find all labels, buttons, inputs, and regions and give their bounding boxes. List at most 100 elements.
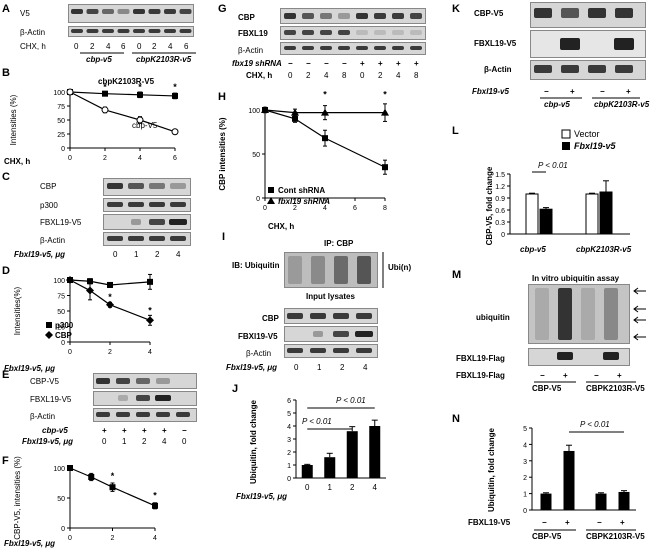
lane-label: 2: [90, 42, 95, 51]
legend-marker: [268, 187, 274, 193]
blot-band: [170, 202, 186, 207]
blot-band: [313, 331, 323, 337]
blot-band: [560, 38, 580, 50]
blot-band: [169, 219, 187, 225]
lane-label: 2: [340, 363, 345, 372]
panel-f-letter: F: [2, 455, 9, 467]
legend-marker: [45, 331, 53, 339]
y-tick-label: 1.5: [495, 172, 505, 179]
significance-star: *: [383, 90, 387, 100]
row-mark: 2: [378, 71, 383, 80]
x-tick-label: 0: [68, 349, 72, 356]
y-tick-label: 100: [53, 466, 65, 473]
panel-a-condition-label: CHX, h: [20, 42, 46, 51]
row-mark: 1: [122, 437, 127, 446]
lane-label: 0: [113, 250, 118, 259]
panel-a-letter: A: [2, 3, 10, 15]
legend-marker: [267, 197, 275, 204]
row-mark: 2: [142, 437, 147, 446]
blot-band: [320, 46, 332, 50]
blot-band: [333, 313, 349, 319]
panel-h-letter: H: [218, 91, 226, 103]
blot-band: [392, 46, 404, 50]
blot-label: FBXL19-V5: [40, 218, 82, 227]
blot-band: [96, 412, 110, 417]
row-label: Fbxl19-v5: [472, 87, 509, 96]
blot-band: [116, 378, 130, 384]
row-mark: +: [378, 59, 383, 68]
y-tick-label: 75: [57, 104, 65, 111]
blot-band: [136, 378, 150, 384]
y-tick-label: 4: [287, 424, 291, 431]
y-tick-label: 100: [53, 90, 65, 97]
panel-l-letter: L: [452, 125, 459, 137]
significance-star: *: [323, 90, 327, 100]
ib-label: IB: Ubiquitin: [232, 261, 280, 270]
group-label: cbp-v5: [544, 100, 570, 109]
bar: [324, 457, 336, 478]
row-mark: +: [102, 426, 107, 435]
blot-band: [117, 9, 130, 14]
blot-band: [179, 29, 192, 33]
y-tick-label: 0.3: [495, 220, 505, 227]
blot-band: [133, 29, 145, 33]
panel-n-letter: N: [452, 413, 460, 425]
arrow-icon: [633, 333, 639, 341]
data-point: [67, 465, 73, 471]
blot-label: β-Actin: [40, 236, 66, 245]
legend-label: Vector: [574, 129, 600, 139]
blot-band: [128, 183, 144, 189]
blot-band: [604, 288, 618, 340]
panel-m-letter: M: [452, 269, 462, 281]
blot-band: [179, 9, 192, 14]
blot: [103, 232, 191, 246]
blot-label: FBXl19-V5: [238, 332, 278, 341]
blot-band: [149, 219, 165, 225]
y-axis-label: Intensities (%): [9, 94, 18, 145]
significance-label: P < 0.01: [538, 161, 568, 170]
blot-band: [588, 8, 606, 18]
blot-label: FBXL19-V5: [30, 395, 72, 404]
ip-label: IP: CBP: [324, 239, 354, 248]
blot: [284, 308, 378, 324]
row-mark: +: [162, 426, 167, 435]
series-line: [69, 279, 151, 286]
assay-title: In vitro ubiquitin assay: [532, 274, 620, 283]
blot-band: [116, 412, 130, 417]
x-tick-label: 6: [173, 155, 177, 162]
blot-label: p300: [40, 201, 58, 210]
lane-label: 4: [168, 42, 173, 51]
y-tick-label: 0: [61, 340, 65, 347]
blot-band: [170, 236, 186, 241]
series-label: cbp-V5: [132, 121, 158, 130]
legend-label: Fbxl19-v5: [574, 141, 617, 151]
panel-c-letter: C: [2, 171, 10, 183]
panel-a-blot-label: β-Actin: [20, 28, 46, 37]
blot-band: [164, 29, 176, 33]
y-tick-label: 0: [501, 232, 505, 239]
y-axis-label: Ubiquitin, fold change: [487, 427, 496, 512]
row-mark: +: [396, 59, 401, 68]
blot-band: [557, 352, 573, 360]
blot-band: [320, 30, 332, 35]
bar: [540, 493, 552, 510]
blot-band: [136, 412, 150, 417]
blot-band: [534, 8, 552, 18]
blot-band: [561, 65, 579, 73]
blot-band: [333, 348, 349, 353]
y-axis-label: CBP-V5, fold change: [485, 166, 494, 245]
row-mark: +: [360, 59, 365, 68]
y-tick-label: 50: [57, 309, 65, 316]
blot-band: [71, 29, 83, 33]
blot-band: [588, 65, 606, 73]
blot-band: [102, 29, 114, 33]
y-tick-label: 25: [57, 132, 65, 139]
row-mark: −: [544, 87, 549, 96]
y-tick-label: 4: [523, 442, 527, 449]
blot-band: [310, 313, 326, 319]
blot-band: [107, 236, 123, 241]
ubi-label: ubiquitin: [476, 313, 510, 322]
data-point: [66, 276, 74, 284]
blot-band: [149, 183, 165, 189]
x-tick-label: 0: [68, 535, 72, 542]
